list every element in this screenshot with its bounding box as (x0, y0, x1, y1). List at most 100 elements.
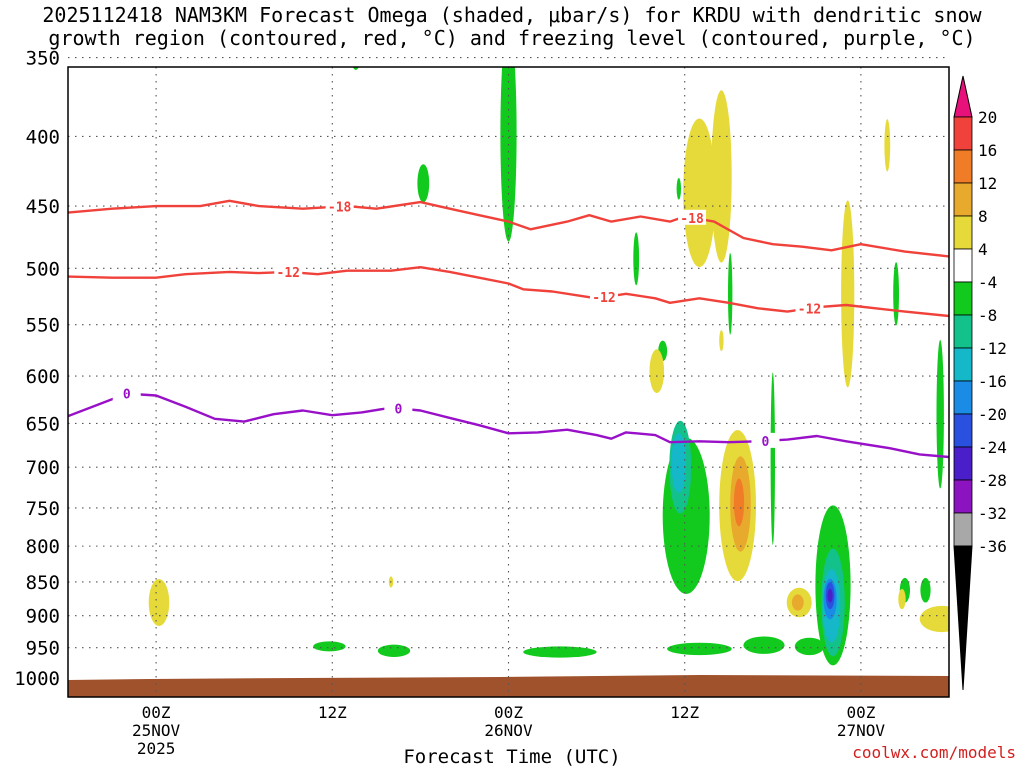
omega-region (728, 252, 733, 335)
y-tick-label: 600 (26, 366, 60, 388)
y-tick-label: 750 (26, 498, 60, 520)
contour-label-bg (589, 289, 618, 305)
colorbar-label: -12 (978, 339, 1007, 358)
colorbar-swatch (953, 281, 973, 316)
dgz-line (68, 199, 949, 258)
colorbar-swatch (953, 512, 973, 547)
y-tick-label: 400 (26, 126, 60, 148)
omega-region (352, 67, 359, 70)
contour-label-bg (751, 432, 780, 448)
omega-region (893, 262, 899, 326)
omega-region (743, 636, 785, 654)
title-line-2: growth region (contoured, red, °C) and f… (48, 26, 976, 50)
colorbar-label: 12 (978, 174, 997, 193)
contour-lines: -18 -18 -12 -12 -12 0 0 0 (68, 198, 949, 459)
x-tick-label: 12Z (318, 703, 347, 722)
omega-region (671, 433, 687, 493)
contour-label-bg (384, 400, 413, 416)
colorbar-swatch (953, 545, 973, 691)
contour-label: -12 (798, 302, 821, 317)
omega-region (417, 164, 430, 203)
omega-region (841, 200, 855, 388)
omega-region (711, 90, 732, 263)
colorbar-label: 16 (978, 141, 997, 160)
freezing-level-line (68, 392, 949, 459)
colorbar-swatch (953, 314, 973, 349)
x-tick-label: 00Z (494, 703, 523, 722)
colorbar-label: -36 (978, 537, 1007, 556)
omega-region (791, 594, 804, 611)
dgz-line (68, 266, 949, 318)
omega-region (523, 646, 597, 658)
y-tick-label: 900 (26, 606, 60, 628)
omega-region (649, 349, 665, 394)
title-line-1: 2025112418 NAM3KM Forecast Omega (shaded… (42, 3, 982, 27)
omega-region (377, 644, 411, 657)
y-tick-label: 350 (26, 48, 60, 70)
omega-region (733, 478, 745, 527)
colorbar-label: -8 (978, 306, 997, 325)
colorbar-swatch (953, 446, 973, 481)
colorbar-swatch (953, 479, 973, 514)
colorbar-swatch (953, 347, 973, 382)
x-tick-label: 27NOV (837, 721, 886, 740)
y-axis: 2503003504004505005506006507007508008509… (14, 48, 60, 690)
colorbar-swatch (953, 75, 973, 118)
y-tick-label: 700 (26, 457, 60, 479)
omega-region (676, 178, 681, 200)
colorbar: 20 16 12 8 4 -4 -8 -12 -16 -20 -24 -28 -32 -36 (953, 75, 1007, 691)
contour-label: -12 (592, 291, 615, 306)
omega-region (919, 605, 949, 633)
colorbar-swatch (953, 248, 973, 283)
omega-region (148, 579, 170, 626)
chart-title: 2025112418 NAM3KM Forecast Omega (shaded… (0, 4, 1024, 50)
omega-region (884, 119, 891, 172)
omega-region (633, 232, 640, 286)
contour-label: -18 (328, 201, 352, 216)
contour-label: 0 (394, 402, 402, 417)
contour-label-bg (325, 198, 354, 214)
omega-region (667, 642, 732, 656)
gridlines (68, 57, 949, 697)
omega-region (827, 588, 833, 603)
colorbar-label: -4 (978, 273, 997, 292)
y-tick-label: 550 (26, 315, 60, 337)
terrain-ground (68, 675, 949, 697)
y-tick-label: 950 (26, 638, 60, 660)
colorbar-swatch (953, 380, 973, 415)
omega-region (719, 177, 727, 241)
credit-text: coolwx.com/models (852, 743, 1016, 762)
colorbar-label: 20 (978, 108, 997, 127)
colorbar-label: -32 (978, 504, 1007, 523)
contour-label: 0 (762, 435, 770, 450)
y-tick-label: 800 (26, 536, 60, 558)
y-tick-label: 1000 (14, 668, 60, 690)
x-tick-label: 00Z (846, 703, 875, 722)
colorbar-swatch (953, 215, 973, 250)
omega-region (719, 330, 724, 352)
colorbar-label: -28 (978, 471, 1007, 490)
contour-label-bg (795, 300, 824, 316)
y-tick-label: 850 (26, 572, 60, 594)
y-tick-label: 500 (26, 258, 60, 280)
colorbar-swatch (953, 182, 973, 217)
omega-region (770, 372, 775, 545)
contour-label: -12 (277, 266, 300, 281)
colorbar-label: 8 (978, 207, 988, 226)
colorbar-label: -16 (978, 372, 1007, 391)
x-tick-label: 2025 (137, 739, 176, 758)
y-tick-label: 450 (26, 196, 60, 218)
x-tick-label: 26NOV (484, 721, 533, 740)
contour-label-bg (274, 263, 303, 279)
omega-region (794, 637, 825, 656)
colorbar-swatch (953, 413, 973, 448)
omega-region (500, 67, 517, 242)
omega-region (898, 589, 906, 610)
y-tick-label: 650 (26, 413, 60, 435)
x-axis-label: Forecast Time (UTC) (403, 746, 621, 768)
contour-label: 0 (123, 388, 131, 403)
colorbar-label: 4 (978, 240, 988, 259)
x-tick-label: 12Z (670, 703, 699, 722)
